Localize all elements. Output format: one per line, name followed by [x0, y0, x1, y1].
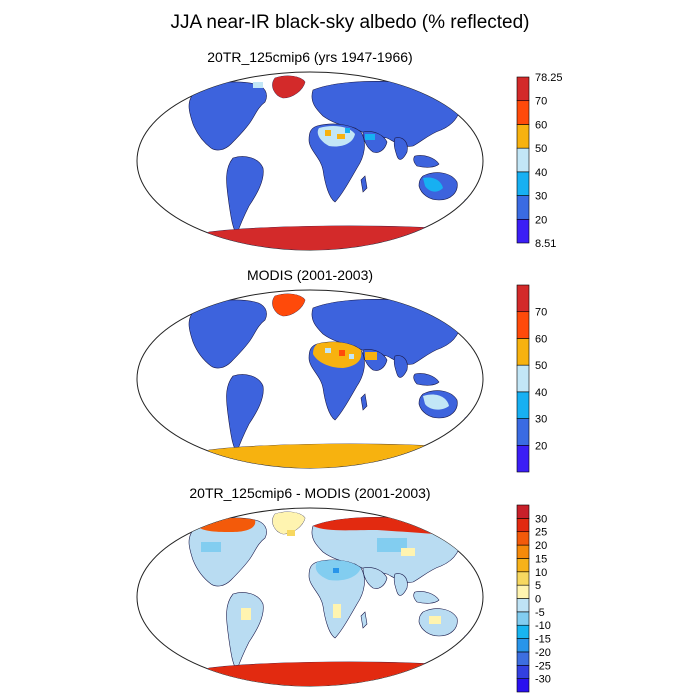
- colorbar-swatch: [516, 195, 530, 220]
- colorbar-swatch: [516, 100, 530, 125]
- anomaly-cell: [429, 616, 441, 624]
- colorbar-tick-label: 15: [535, 553, 547, 565]
- colorbar-tick-label: 25: [535, 527, 547, 539]
- australia-interior: [423, 394, 449, 410]
- anomaly-cell: [201, 542, 221, 552]
- arabia-region: [365, 352, 377, 360]
- panel-modis: MODIS (2001-2003) 20 30 40 50 60 70: [136, 267, 547, 473]
- colorbar-tick-label: 20: [535, 440, 547, 452]
- greenland-ice: [272, 75, 305, 98]
- colorbar-swatch: [516, 76, 530, 102]
- greenland-ice: [272, 293, 305, 316]
- colorbar-swatch: [516, 638, 530, 653]
- colorbar-tick-label: 78.25: [535, 72, 563, 84]
- panel-model: 20TR_125cmip6 (yrs 1947-1966) 8.51 20 30 40…: [136, 49, 563, 251]
- colorbar-tick-label: 20: [535, 214, 547, 226]
- anomaly-cell: [287, 530, 295, 536]
- anomaly-cell: [333, 604, 341, 618]
- colorbar-tick-label: 60: [535, 333, 547, 345]
- colorbar-tick-label: 20: [535, 540, 547, 552]
- colorbar-swatch: [516, 598, 530, 613]
- greenland-anomaly: [272, 511, 305, 534]
- hotspot-cell: [339, 350, 345, 356]
- anomaly-cell: [401, 548, 415, 556]
- colorbar-swatch: [516, 124, 530, 149]
- colorbar-swatch: [516, 611, 530, 626]
- hotspot-cell: [345, 128, 350, 133]
- colorbar-tick-label: -5: [535, 607, 545, 619]
- colorbar-swatch: [516, 531, 530, 546]
- colorbar-tick-label: -20: [535, 647, 551, 659]
- colorbar-swatch: [516, 544, 530, 559]
- panel-difference: 20TR_125cmip6 - MODIS (2001-2003): [136, 485, 551, 693]
- antarctica-ice: [204, 443, 440, 468]
- colorbar-swatch: [516, 571, 530, 586]
- arctic-cell: [253, 82, 263, 88]
- colorbar-tick-label: 10: [535, 567, 547, 579]
- colorbar-tick-label: -10: [535, 620, 551, 632]
- colorbar-swatch: [516, 391, 530, 419]
- colorbar-tick-label: 30: [535, 191, 547, 203]
- colorbar-tick-label: 30: [535, 513, 547, 525]
- colorbar-tick-label: -30: [535, 674, 551, 686]
- hotspot-cell: [349, 354, 354, 359]
- colorbar-swatch: [516, 364, 530, 393]
- colorbar-model: 8.51 20 30 40 50 60 70 78.25: [516, 72, 563, 250]
- colorbar-swatch: [516, 584, 530, 599]
- arctic-anomaly: [197, 518, 256, 532]
- panel-title-difference: 20TR_125cmip6 - MODIS (2001-2003): [189, 485, 430, 501]
- colorbar-swatch: [516, 147, 530, 173]
- colorbar-swatch: [516, 171, 530, 196]
- hotspot-cell: [325, 348, 331, 353]
- colorbar-tick-label: 50: [535, 143, 547, 155]
- colorbar-tick-label: 70: [535, 96, 547, 108]
- colorbar-tick-label: 5: [535, 580, 541, 592]
- antarctica-anomaly: [204, 661, 440, 686]
- colorbar-swatch: [516, 218, 530, 244]
- colorbar-swatch: [516, 624, 530, 639]
- colorbar-swatch: [516, 418, 530, 446]
- colorbar-swatch: [516, 444, 530, 473]
- colorbar-swatch: [516, 284, 530, 313]
- australia-interior: [423, 177, 443, 192]
- colorbar-tick-label: 60: [535, 119, 547, 131]
- colorbar-tick-label: 8.51: [535, 238, 556, 250]
- panel-title-modis: MODIS (2001-2003): [247, 267, 373, 283]
- colorbar-swatch: [516, 504, 530, 519]
- colorbar-tick-label: 40: [535, 167, 547, 179]
- colorbar-swatch: [516, 664, 530, 679]
- colorbar-tick-label: 0: [535, 594, 541, 606]
- colorbar-tick-label: -25: [535, 660, 551, 672]
- figure-title: JJA near-IR black-sky albedo (% reflecte…: [170, 12, 529, 33]
- colorbar-swatch: [516, 311, 530, 339]
- anomaly-cell: [241, 608, 251, 620]
- colorbar-swatch: [516, 558, 530, 573]
- anomaly-cell: [377, 538, 407, 552]
- arabia-region: [365, 134, 375, 140]
- hotspot-cell: [325, 130, 331, 136]
- antarctica-ice: [204, 225, 440, 250]
- hotspot-cell: [337, 134, 345, 139]
- colorbar-tick-label: 30: [535, 414, 547, 426]
- colorbar-swatch: [516, 338, 530, 366]
- colorbar-tick-label: 50: [535, 360, 547, 372]
- colorbar-swatch: [516, 651, 530, 666]
- colorbar-swatch: [516, 678, 530, 693]
- colorbar-modis: 20 30 40 50 60 70: [516, 284, 547, 473]
- panel-title-model: 20TR_125cmip6 (yrs 1947-1966): [207, 49, 412, 65]
- colorbar-tick-label: 70: [535, 307, 547, 319]
- colorbar-tick-label: -15: [535, 634, 551, 646]
- anomaly-cell: [333, 568, 339, 573]
- colorbar-tick-label: 40: [535, 387, 547, 399]
- colorbar-swatch: [516, 518, 530, 533]
